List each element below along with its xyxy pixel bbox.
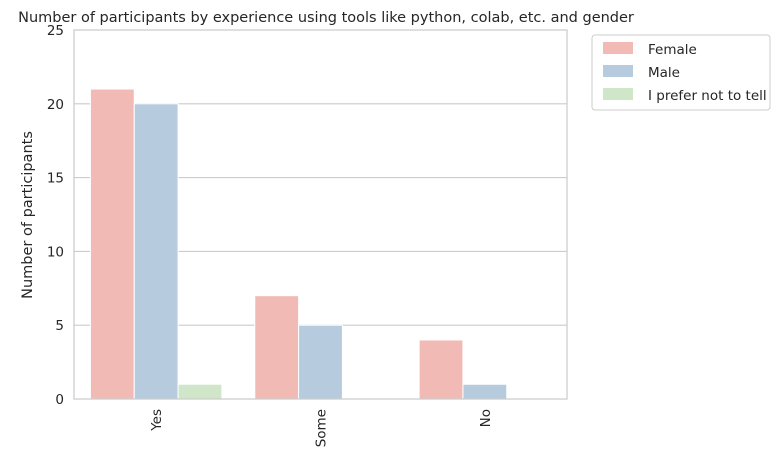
y-tick-label: 10 — [47, 244, 64, 260]
bar-female-some — [254, 295, 300, 400]
bar-male-some — [298, 324, 343, 400]
legend-label: Male — [648, 65, 680, 81]
y-tick-label: 0 — [55, 392, 64, 408]
bar-male-no — [462, 383, 508, 400]
legend-label: I prefer not to tell — [648, 88, 767, 104]
y-tick-label: 15 — [47, 171, 64, 187]
bar-female-yes — [89, 88, 135, 400]
legend-swatch — [603, 42, 633, 54]
legend: Female Male I prefer not to tell — [591, 34, 771, 111]
y-tick-label: 25 — [47, 23, 64, 39]
x-tick-label: Yes — [149, 409, 165, 432]
bar-male-yes — [133, 103, 179, 400]
legend-swatch — [603, 88, 633, 100]
legend-label: Female — [648, 42, 697, 58]
x-tick-labels: Yes Some No — [149, 409, 494, 447]
y-axis-label: Number of participants — [20, 131, 36, 299]
legend-swatch — [603, 65, 633, 77]
legend-box — [591, 34, 771, 111]
bar-female-no — [418, 339, 464, 400]
x-tick-label: No — [478, 409, 494, 427]
chart-title: Number of participants by experience usi… — [18, 10, 634, 26]
y-tick-label: 20 — [47, 97, 64, 113]
y-tick-labels: 0 5 10 15 20 25 — [47, 23, 64, 408]
bar-i-prefer-not-to-tell-yes — [177, 383, 223, 400]
x-tick-label: Some — [314, 409, 330, 447]
bars — [89, 88, 508, 400]
plot-frame — [73, 29, 568, 400]
y-tick-label: 5 — [55, 318, 64, 334]
